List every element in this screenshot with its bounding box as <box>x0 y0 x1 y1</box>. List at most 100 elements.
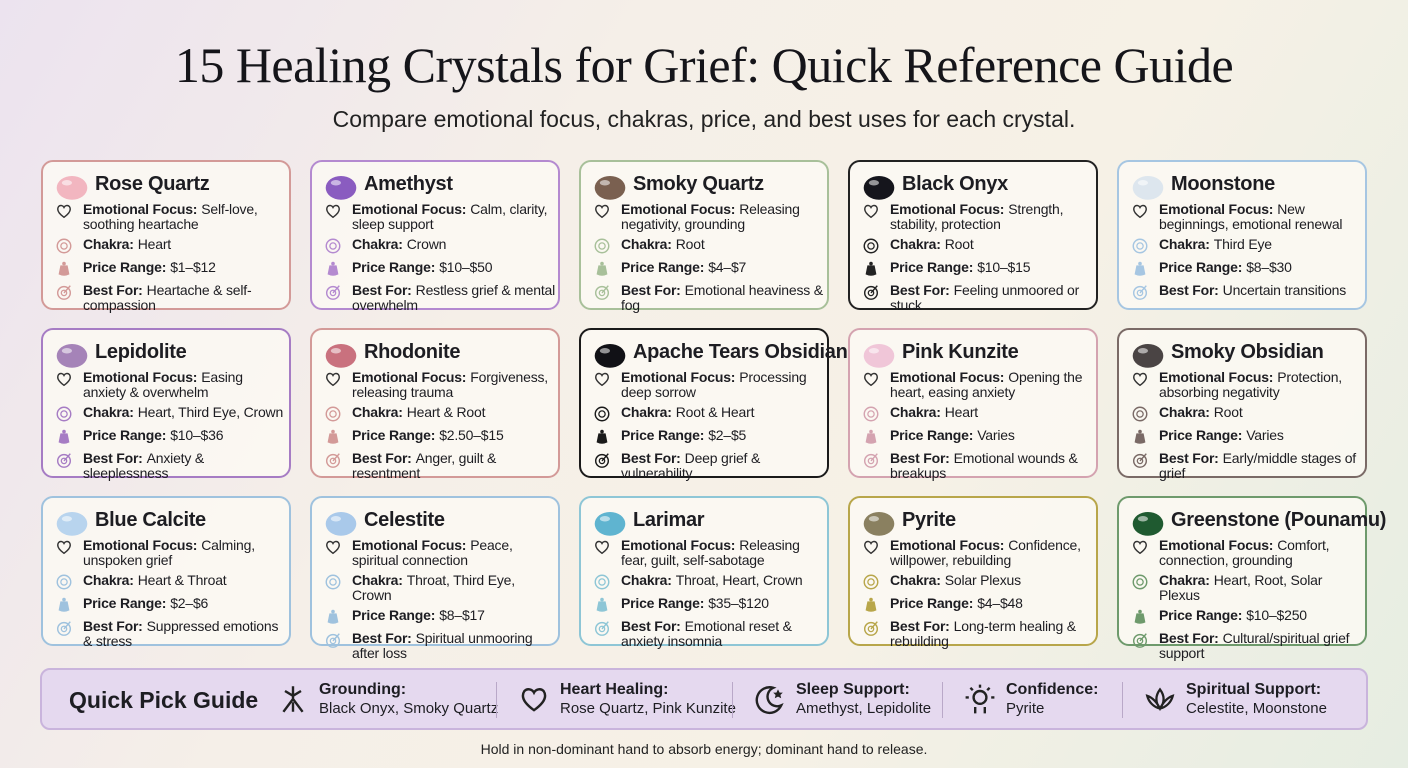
field-label: Emotional Focus: <box>890 369 1005 385</box>
field-label: Chakra: <box>890 236 941 252</box>
field-label: Best For: <box>890 618 950 634</box>
field-label: Emotional Focus: <box>352 201 467 217</box>
quick-pick-label: Confidence: <box>1006 681 1099 698</box>
detail-text: Best For: Spiritual unmooring after loss <box>352 631 556 661</box>
crystal-card: Rose Quartz Emotional Focus: Self-love, so… <box>41 160 291 313</box>
best-icon <box>1132 285 1148 300</box>
detail-text: Emotional Focus: Calm, clarity, sleep sup… <box>352 202 556 232</box>
chakra-icon <box>863 574 879 590</box>
chakra-icon <box>594 238 610 254</box>
field-value: $35–$120 <box>708 595 769 611</box>
detail-row: Emotional Focus: Calming, unspoken grief <box>55 538 287 568</box>
detail-text: Chakra: Crown <box>352 237 446 255</box>
crystal-image <box>594 343 626 368</box>
field-value: Restless grief & mental overwhelm <box>352 282 556 313</box>
separator <box>942 682 943 718</box>
field-value: Self-love, soothing heartache <box>83 201 258 232</box>
detail-text: Best For: Emotional reset & anxiety insom… <box>621 619 825 649</box>
field-label: Emotional Focus: <box>83 537 198 553</box>
field-value: Anxiety & sleeplessness <box>83 450 204 481</box>
detail-text: Best For: Emotional heaviness & fog <box>621 283 825 313</box>
quick-pick-icon <box>521 688 547 712</box>
field-label: Emotional Focus: <box>83 201 198 217</box>
field-value: $2–$5 <box>708 427 747 443</box>
focus-icon <box>57 540 71 555</box>
field-value: Crown <box>406 236 447 252</box>
detail-text: Price Range: $1–$12 <box>83 260 216 278</box>
best-icon <box>863 285 879 300</box>
quick-pick-label: Spiritual Support: <box>1186 681 1322 698</box>
field-label: Emotional Focus: <box>890 201 1005 217</box>
detail-row: Price Range: $4–$7 <box>593 260 825 278</box>
field-value: Heart, Third Eye, Crown <box>137 404 284 420</box>
field-label: Price Range: <box>621 595 705 611</box>
field-value: Spiritual unmooring after loss <box>352 630 533 661</box>
crystal-details: Emotional Focus: Calm, clarity, sleep sup… <box>324 202 556 318</box>
detail-text: Price Range: $8–$30 <box>1159 260 1292 278</box>
price-icon <box>596 261 608 276</box>
detail-row: Chakra: Heart & Throat <box>55 573 287 591</box>
price-icon <box>327 609 339 624</box>
detail-row: Chakra: Heart, Root, Solar Plexus <box>1131 573 1363 603</box>
crystal-card: Blue Calcite Emotional Focus: Calming, uns… <box>41 496 291 649</box>
quick-pick-crystals: Amethyst, Lepidolite <box>796 700 932 717</box>
detail-row: Emotional Focus: Peace, spiritual connect… <box>324 538 556 568</box>
detail-row: Chakra: Throat, Heart, Crown <box>593 573 825 591</box>
detail-row: Chakra: Root & Heart <box>593 405 825 423</box>
field-value: Comfort, connection, grounding <box>1159 537 1330 568</box>
detail-row: Chakra: Root <box>862 237 1094 255</box>
field-label: Price Range: <box>621 259 705 275</box>
detail-text: Price Range: Varies <box>890 428 1015 446</box>
field-label: Price Range: <box>621 427 705 443</box>
field-label: Chakra: <box>890 404 941 420</box>
detail-row: Chakra: Heart <box>862 405 1094 423</box>
field-value: Anger, guilt & resentment <box>352 450 497 481</box>
separator <box>732 682 733 718</box>
detail-text: Emotional Focus: Self-love, soothing hear… <box>83 202 287 232</box>
field-value: Heart <box>944 404 978 420</box>
detail-row: Emotional Focus: Processing deep sorrow <box>593 370 825 400</box>
chakra-icon <box>56 406 72 422</box>
crystal-name: Lepidolite <box>95 341 187 363</box>
best-icon <box>56 453 72 468</box>
focus-icon <box>595 372 609 387</box>
crystal-details: Emotional Focus: New beginnings, emotiona… <box>1131 202 1363 306</box>
chakra-icon <box>56 574 72 590</box>
field-label: Best For: <box>1159 630 1219 646</box>
chakra-icon <box>56 238 72 254</box>
crystal-name: Pyrite <box>902 509 956 531</box>
field-value: $10–$36 <box>170 427 224 443</box>
price-icon <box>596 429 608 444</box>
field-label: Price Range: <box>352 607 436 623</box>
detail-text: Emotional Focus: Releasing fear, guilt, s… <box>621 538 825 568</box>
detail-row: Price Range: $2–$5 <box>593 428 825 446</box>
crystal-name: Smoky Quartz <box>633 173 764 195</box>
quick-pick-icon <box>1145 687 1175 712</box>
detail-row: Emotional Focus: Opening the heart, easin… <box>862 370 1094 400</box>
crystal-name: Apache Tears Obsidian <box>633 341 848 363</box>
detail-text: Price Range: Varies <box>1159 428 1284 446</box>
detail-text: Price Range: $10–$50 <box>352 260 492 278</box>
field-label: Chakra: <box>352 572 403 588</box>
crystal-image <box>863 343 895 368</box>
quick-pick-text: Grounding: Black Onyx, Smoky Quartz <box>319 680 498 718</box>
chakra-icon <box>325 238 341 254</box>
detail-row: Emotional Focus: Protection, absorbing ne… <box>1131 370 1363 400</box>
detail-text: Emotional Focus: Processing deep sorrow <box>621 370 825 400</box>
crystal-details: Emotional Focus: Calming, unspoken grief C… <box>55 538 287 654</box>
field-label: Best For: <box>890 450 950 466</box>
chakra-icon <box>325 574 341 590</box>
field-label: Best For: <box>621 618 681 634</box>
detail-row: Emotional Focus: Easing anxiety & overwhe… <box>55 370 287 400</box>
detail-text: Best For: Suppressed emotions & stress <box>83 619 287 649</box>
field-value: Third Eye <box>1213 236 1272 252</box>
field-label: Price Range: <box>352 259 436 275</box>
field-value: Easing anxiety & overwhelm <box>83 369 243 400</box>
crystal-details: Emotional Focus: Easing anxiety & overwhe… <box>55 370 287 486</box>
field-label: Best For: <box>83 282 143 298</box>
quick-pick-crystals: Black Onyx, Smoky Quartz <box>319 700 499 717</box>
field-value: Throat, Heart, Crown <box>675 572 803 588</box>
field-label: Best For: <box>352 282 412 298</box>
quick-pick-item: Grounding: Black Onyx, Smoky Quartz <box>277 680 498 718</box>
field-value: Emotional heaviness & fog <box>621 282 823 313</box>
